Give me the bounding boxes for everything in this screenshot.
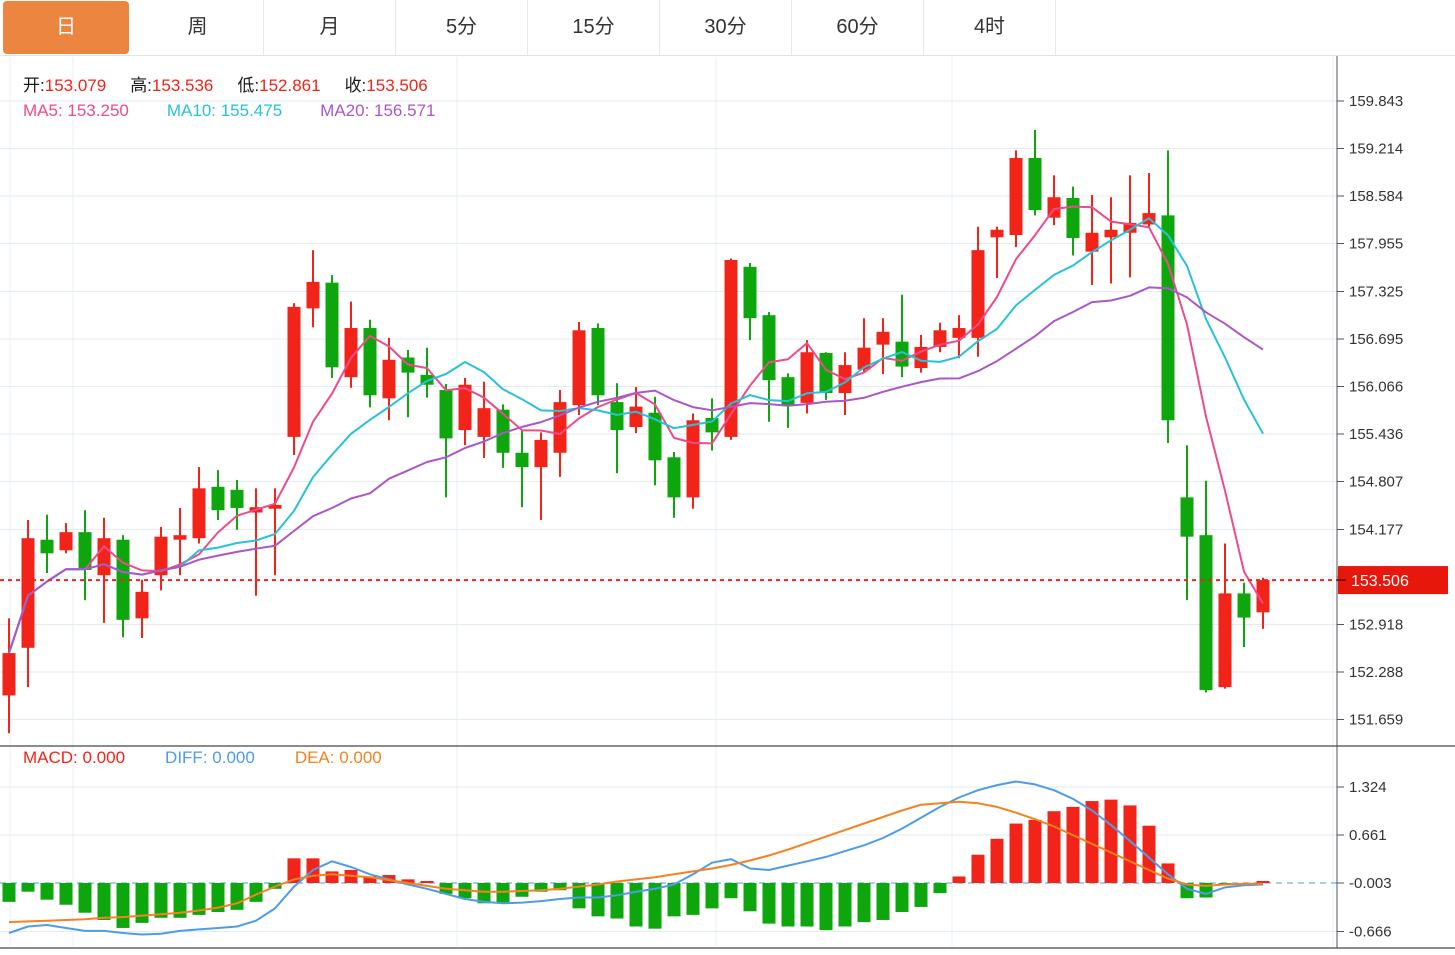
svg-text:152.288: 152.288 [1349, 664, 1403, 681]
high-value: 153.536 [151, 76, 214, 95]
tab-4hour[interactable]: 4时 [924, 0, 1056, 55]
ma10-value: MA10: 155.475 [166, 101, 283, 120]
ma-info: MA5: 153.250 MA10: 155.475 MA20: 156.571 [23, 101, 435, 121]
ma5-value: MA5: 153.250 [23, 101, 129, 120]
tab-15min[interactable]: 15分 [528, 0, 660, 55]
diff-value: DIFF: 0.000 [165, 748, 255, 767]
svg-text:156.066: 156.066 [1349, 379, 1403, 396]
macd-value: MACD: 0.000 [23, 748, 126, 767]
last-price-badge [1338, 566, 1448, 595]
tab-30min[interactable]: 30分 [660, 0, 792, 55]
svg-text:-0.666: -0.666 [1349, 923, 1392, 940]
tab-monthly[interactable]: 月 [264, 0, 396, 55]
close-label: 收: [344, 76, 367, 95]
svg-text:153.506: 153.506 [1351, 573, 1409, 590]
svg-text:154.177: 154.177 [1349, 521, 1403, 538]
macd-info: MACD: 0.000 DIFF: 0.000 DEA: 0.000 [23, 748, 382, 768]
svg-text:151.659: 151.659 [1349, 712, 1403, 729]
tab-60min[interactable]: 60分 [792, 0, 924, 55]
low-label: 低: [237, 76, 260, 95]
svg-text:156.695: 156.695 [1349, 331, 1403, 348]
high-label: 高: [130, 76, 152, 95]
svg-text:154.807: 154.807 [1349, 474, 1403, 491]
svg-text:157.325: 157.325 [1349, 283, 1403, 300]
svg-text:159.214: 159.214 [1349, 141, 1403, 158]
svg-text:158.584: 158.584 [1349, 188, 1403, 205]
svg-text:1.324: 1.324 [1349, 779, 1387, 796]
tab-daily[interactable]: 日 [3, 1, 129, 54]
low-value: 152.861 [259, 76, 321, 95]
open-value: 153.079 [44, 76, 107, 95]
svg-text:152.918: 152.918 [1349, 617, 1403, 634]
dea-value: DEA: 0.000 [294, 748, 382, 767]
ohlc-info: 开:153.079 高:153.536 低:152.861 收:153.506 [23, 71, 452, 96]
tab-weekly[interactable]: 周 [132, 0, 264, 55]
open-label: 开: [23, 76, 45, 95]
svg-text:155.436: 155.436 [1349, 426, 1403, 443]
svg-text:-0.003: -0.003 [1349, 875, 1392, 892]
ma20-value: MA20: 156.571 [320, 101, 436, 120]
svg-text:0.661: 0.661 [1349, 827, 1387, 844]
svg-text:159.843: 159.843 [1349, 93, 1403, 110]
close-value: 153.506 [366, 76, 428, 95]
tab-5min[interactable]: 5分 [396, 0, 528, 55]
timeframe-tabbar: 日 周 月 5分 15分 30分 60分 4时 [0, 0, 1455, 56]
svg-text:157.955: 157.955 [1349, 236, 1403, 253]
